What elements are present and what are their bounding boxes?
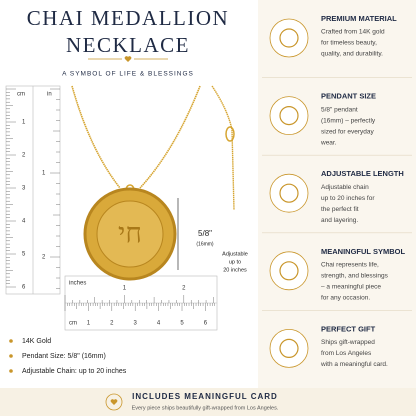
ruler-unit: in (47, 92, 52, 98)
feature-icon (269, 18, 309, 58)
feature-text: the perfect fit (321, 206, 359, 213)
bullet-list: 14K Gold Pendant Size: 5/8" (16mm) Adjusta… (9, 338, 127, 375)
ruler-label: 3 (134, 321, 138, 327)
pendant-size-sub: (16mm) (196, 241, 214, 247)
feature-text: Ships gift-wrapped (321, 339, 375, 346)
adjustable-text: up to (229, 259, 241, 265)
ruler-label: 2 (42, 255, 46, 261)
bullet-text: Adjustable Chain: up to 20 inches (22, 368, 127, 375)
feature-icon-inner (279, 338, 299, 358)
feature-text: Adjustable chain (321, 184, 369, 191)
feature-icon (269, 96, 309, 135)
feature-text: (16mm) – perfectly (321, 117, 376, 124)
feature-text: strength, and blessings (321, 273, 389, 280)
feature-text: and layering. (321, 217, 358, 224)
bullet-dot (9, 354, 13, 358)
title-line1: CHAI MEDALLION (27, 6, 229, 30)
banner (0, 388, 416, 416)
ruler-label: 4 (157, 321, 161, 327)
feature-text: for any occasion. (321, 295, 370, 302)
feature-icon (269, 173, 309, 213)
bullet-text: Pendant Size: 5/8" (16mm) (22, 353, 106, 360)
ruler-label: 2 (110, 321, 114, 327)
feature-title: PREMIUM MATERIAL (321, 14, 397, 23)
feature-text: from Los Angeles (321, 350, 372, 357)
chai-symbol: חי (118, 218, 142, 249)
extension-chain (211, 85, 235, 211)
banner-title: INCLUDES MEANINGFUL CARD (132, 392, 278, 401)
feature-text: up to 20 inches for (321, 195, 375, 202)
feature-icon (269, 251, 309, 291)
pendant-size-label: 5/8" (198, 229, 212, 238)
subtitle: A SYMBOL OF LIFE & BLESSINGS (62, 71, 194, 78)
ruler-unit: cm (17, 92, 25, 98)
ruler-label: 6 (204, 321, 208, 327)
banner-icon (105, 393, 123, 411)
title-line2: NECKLACE (66, 33, 190, 57)
heart (110, 399, 118, 405)
adjustable-note: Adjustable up to 20 inches (222, 251, 248, 273)
feature-text: Crafted from 14K gold (321, 29, 385, 36)
bullet-text: 14K Gold (22, 338, 51, 345)
feature-text: – a meaningful piece (321, 284, 381, 291)
feature-text: 5/8" pendant (321, 106, 358, 113)
ruler-label: 6 (22, 285, 26, 291)
ruler-label: 4 (22, 219, 26, 225)
feature-icon-inner (279, 28, 299, 48)
feature-text: sized for everyday (321, 128, 374, 135)
ruler-label: 1 (123, 286, 127, 292)
adjustable-text: 20 inches (223, 267, 247, 273)
ruler-unit: cm (69, 321, 77, 327)
feature-title: ADJUSTABLE LENGTH (321, 169, 404, 178)
feature-text: quality, and durability. (321, 51, 383, 58)
ruler-label: 2 (182, 286, 186, 292)
feature-title: PENDANT SIZE (321, 92, 376, 101)
feature-text: for timeless beauty, (321, 40, 377, 47)
medallion-inner (96, 200, 164, 268)
feature-icon (269, 328, 309, 368)
heart (124, 56, 132, 62)
ruler-label: 1 (22, 120, 26, 126)
feature-icon-inner (279, 261, 299, 281)
feature-text: Chai represents life, (321, 262, 379, 269)
feature-text: wear. (320, 139, 337, 146)
ruler-label: 5 (180, 321, 184, 327)
ruler-label: 3 (22, 186, 26, 192)
ruler-label: 1 (87, 321, 91, 327)
feature-icon-inner (279, 183, 299, 203)
feature-list: PREMIUM MATERIAL Crafted from 14K gold for… (262, 14, 412, 368)
ruler-label: 1 (42, 171, 46, 177)
bullet-dot (9, 369, 13, 373)
feature-title: MEANINGFUL SYMBOL (321, 247, 405, 256)
ruler-label: 5 (22, 252, 26, 258)
clasp (225, 126, 235, 142)
banner-text: Every piece ships beautifully gift-wrapp… (132, 405, 279, 411)
chain (139, 85, 201, 189)
feature-text: with a meaningful card. (320, 361, 388, 368)
ruler-unit: inches (69, 281, 86, 287)
adjustable-text: Adjustable (222, 251, 248, 257)
ruler-label: 2 (22, 153, 26, 159)
chain (71, 85, 121, 189)
feature-title: PERFECT GIFT (321, 324, 376, 333)
bullet-dot (9, 339, 13, 343)
feature-icon-inner (279, 105, 299, 126)
